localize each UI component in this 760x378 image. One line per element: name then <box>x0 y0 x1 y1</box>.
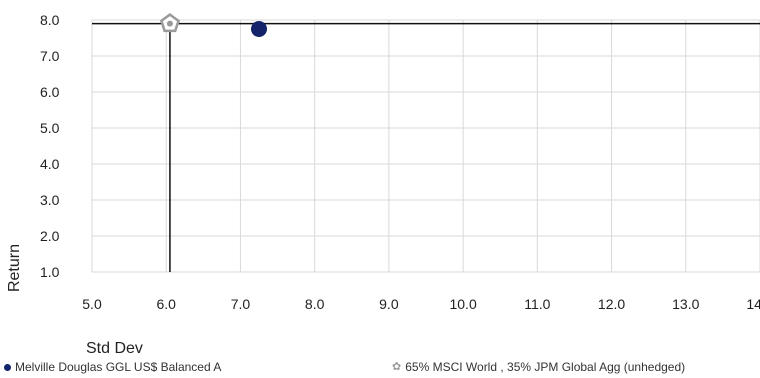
x-axis-ticks: 5.0 6.0 7.0 8.0 9.0 10.0 11.0 12.0 13.0 14.0 <box>82 296 760 312</box>
legend: Melville Douglas GGL US$ Balanced A ✿ 65… <box>0 360 760 378</box>
x-tick-label: 8.0 <box>305 296 325 312</box>
y-tick-label: 6.0 <box>40 84 60 100</box>
y-axis-ticks: 1.0 2.0 3.0 4.0 5.0 6.0 7.0 8.0 <box>40 12 60 280</box>
data-points <box>159 13 267 37</box>
legend-label-benchmark: 65% MSCI World , 35% JPM Global Agg (unh… <box>405 360 686 374</box>
x-tick-label: 12.0 <box>598 296 625 312</box>
x-tick-label: 13.0 <box>672 296 699 312</box>
x-tick-label: 11.0 <box>524 296 550 312</box>
pentagon-marker-icon: ✿ <box>392 361 402 373</box>
y-tick-label: 1.0 <box>40 264 60 280</box>
y-tick-label: 8.0 <box>40 12 60 28</box>
x-axis-title: Std Dev <box>86 340 143 357</box>
x-tick-label: 10.0 <box>449 296 476 312</box>
circle-marker-icon <box>4 363 11 371</box>
x-tick-label: 9.0 <box>379 296 399 312</box>
y-tick-label: 3.0 <box>40 192 60 208</box>
x-tick-label: 6.0 <box>156 296 176 312</box>
gridlines <box>91 19 760 273</box>
y-tick-label: 5.0 <box>40 120 60 136</box>
legend-item-benchmark: ✿ 65% MSCI World , 35% JPM Global Agg (u… <box>392 360 685 374</box>
scatter-chart: 1.0 2.0 3.0 4.0 5.0 6.0 7.0 8.0 5.0 6.0 7.0 8.0 9.0… <box>6 12 760 357</box>
y-tick-label: 7.0 <box>40 48 60 64</box>
legend-item-fund: Melville Douglas GGL US$ Balanced A <box>4 360 221 374</box>
x-tick-label: 5.0 <box>82 296 102 312</box>
reference-lines <box>92 22 760 272</box>
legend-label-fund: Melville Douglas GGL US$ Balanced A <box>15 360 222 374</box>
data-point-fund <box>251 21 267 37</box>
x-tick-label: 7.0 <box>231 296 251 312</box>
y-tick-label: 4.0 <box>40 156 60 172</box>
y-tick-label: 2.0 <box>40 228 60 244</box>
data-point-benchmark-center <box>166 20 173 27</box>
x-tick-label: 14.0 <box>746 296 760 312</box>
y-axis-title: Return <box>6 244 23 292</box>
